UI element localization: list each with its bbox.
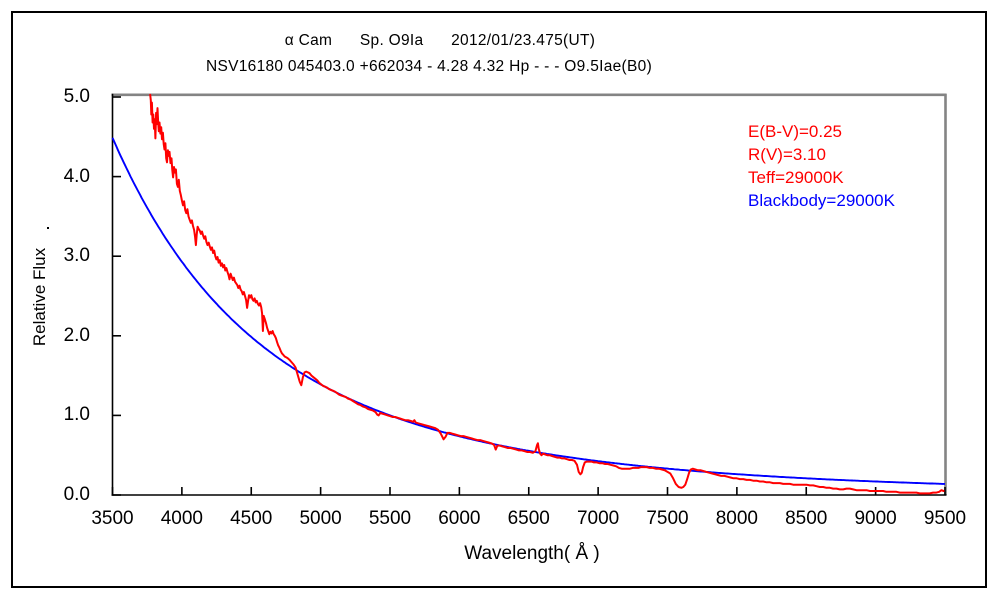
x-tick-label: 6500 [507,508,550,529]
x-tick-label: 4000 [160,508,204,529]
x-tick-label: 7500 [646,508,689,529]
observed-spectrum-curve [149,93,945,495]
x-tick-label: 6000 [438,508,481,529]
y-tick-label: 2.0 [63,324,90,346]
x-tick-label: 9500 [923,508,967,529]
blackbody-curve [111,137,945,485]
legend-line-2: Teff=29000K [748,168,844,187]
x-tick-label: 3500 [91,508,134,529]
outer-border [11,11,987,588]
x-tick-label: 8000 [715,508,759,529]
y-tick-label: 5.0 [63,86,90,107]
legend-line-3: Blackbody=29000K [748,191,895,210]
y-tick-label: 3.0 [63,245,90,267]
x-tick-label: 7000 [576,508,620,529]
chart-title-line2: NSV16180 045403.0 +662034 - 4.28 4.32 Hp… [205,58,653,75]
x-tick-label: 4500 [230,508,273,529]
legend-line-0: E(B-V)=0.25 [748,122,843,141]
legend-line-1: R(V)=3.10 [748,145,826,164]
chart-title-line1: α Cam Sp. O9Ia 2012/01/23.475(UT) [284,32,596,49]
stray-dot-artifact [47,227,49,229]
y-tick-label: 1.0 [63,404,90,426]
x-tick-label: 8500 [785,508,828,529]
x-axis-label: Wavelength( Å ) [464,543,600,564]
x-tick-label: 5000 [299,508,342,529]
y-tick-label: 4.0 [63,165,90,187]
y-tick-label: 0.0 [63,484,90,505]
x-tick-label: 9000 [854,508,897,529]
x-tick-label: 5500 [368,508,412,529]
